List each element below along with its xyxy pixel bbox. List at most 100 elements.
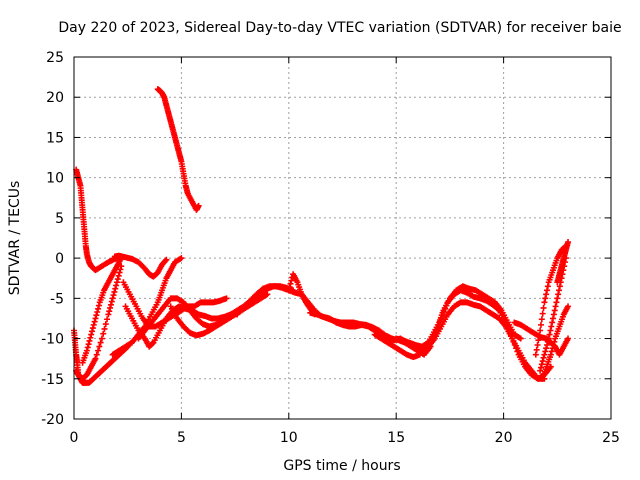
data-point <box>109 295 116 302</box>
data-point <box>286 284 293 291</box>
y-tick-label: 20 <box>46 90 64 106</box>
x-tick-label: 15 <box>387 430 405 446</box>
series-arc-6 <box>79 255 125 366</box>
x-tick-label: 0 <box>70 430 79 446</box>
data-point <box>551 338 558 345</box>
data-point <box>565 303 572 310</box>
data-point <box>556 283 563 290</box>
y-tick-label: 5 <box>55 211 64 227</box>
data-point <box>537 327 544 334</box>
data-point <box>442 305 449 312</box>
data-point <box>539 310 546 317</box>
data-point <box>556 287 563 294</box>
data-point <box>537 321 544 328</box>
grid <box>74 57 611 419</box>
data-point <box>89 325 96 332</box>
data-point <box>84 344 91 351</box>
data-point <box>86 337 93 344</box>
data-point <box>540 304 547 311</box>
plot-frame <box>73 56 612 420</box>
y-tick-label: 10 <box>46 171 64 187</box>
data-point <box>115 272 122 279</box>
data-point <box>534 341 541 348</box>
y-tick-label: -15 <box>41 372 64 388</box>
data-point <box>107 304 114 311</box>
y-axis-title: SDTVAR / TECUs <box>7 181 23 296</box>
y-tick-label: -10 <box>41 332 64 348</box>
data-point <box>552 303 559 310</box>
x-tick-label: 5 <box>177 430 186 446</box>
y-tick-label: -5 <box>50 291 64 307</box>
data-point <box>118 255 125 262</box>
data-point <box>93 351 100 358</box>
data-point <box>91 318 98 325</box>
data-point <box>550 341 557 348</box>
series-arc-3 <box>154 86 202 213</box>
y-tick-label: 15 <box>46 130 64 146</box>
data-point <box>104 316 111 323</box>
x-tick-label: 20 <box>495 430 513 446</box>
y-tick-label: 0 <box>55 251 64 267</box>
data-point <box>113 279 120 286</box>
data-point <box>93 312 100 319</box>
data-point <box>539 358 546 365</box>
data-point <box>87 334 94 341</box>
data-point <box>106 308 113 315</box>
data-point <box>547 327 554 334</box>
data-point <box>110 292 117 299</box>
data-point <box>535 337 542 344</box>
chart-title: Day 220 of 2023, Sidereal Day-to-day VTE… <box>58 20 621 36</box>
data-point <box>545 335 552 342</box>
data-point <box>95 302 102 309</box>
data-point <box>105 311 112 318</box>
series-arc-8 <box>120 279 230 330</box>
data-point <box>544 338 551 345</box>
y-tick-label: -20 <box>41 412 64 428</box>
data-point <box>117 266 124 273</box>
data-point <box>88 331 95 338</box>
data-point <box>85 341 92 348</box>
data-point <box>538 316 545 323</box>
data-point <box>543 341 550 348</box>
data-point <box>536 332 543 339</box>
series-arc-21 <box>539 303 572 382</box>
data-point <box>541 351 548 358</box>
data-point <box>95 305 102 312</box>
data-point <box>114 276 121 283</box>
data-point <box>89 328 96 335</box>
data-point <box>544 283 551 290</box>
data-point <box>195 202 202 209</box>
series-arc-14 <box>307 309 430 354</box>
data-point <box>443 302 450 309</box>
data-point <box>517 335 524 342</box>
data-point <box>537 367 544 374</box>
data-point <box>551 307 558 314</box>
data-point <box>439 312 446 319</box>
data-point <box>98 335 105 342</box>
data-point <box>102 321 109 328</box>
data-point <box>90 321 97 328</box>
data-point <box>116 269 123 276</box>
data-point <box>542 295 549 302</box>
data-point <box>543 291 550 298</box>
tick-labels: 0 5 10 15 20 25 -20 -15 -10 -5 0 5 10 15 20 25 <box>41 50 620 446</box>
data-point <box>163 256 170 263</box>
data-point <box>541 299 548 306</box>
data-point <box>178 255 185 262</box>
data-point <box>565 335 572 342</box>
series-arc-22 <box>554 239 572 286</box>
data-point <box>546 331 553 338</box>
series-arc-5 <box>73 263 125 382</box>
data-point <box>538 361 545 368</box>
data-point <box>101 325 108 332</box>
data-point <box>83 347 90 354</box>
data-point <box>549 319 556 326</box>
series-arc-17 <box>425 299 548 382</box>
data-point <box>548 348 555 355</box>
data-point <box>438 315 445 322</box>
data-point <box>555 291 562 298</box>
data-point <box>107 301 114 308</box>
data-point <box>537 364 544 371</box>
data-point <box>95 347 102 354</box>
